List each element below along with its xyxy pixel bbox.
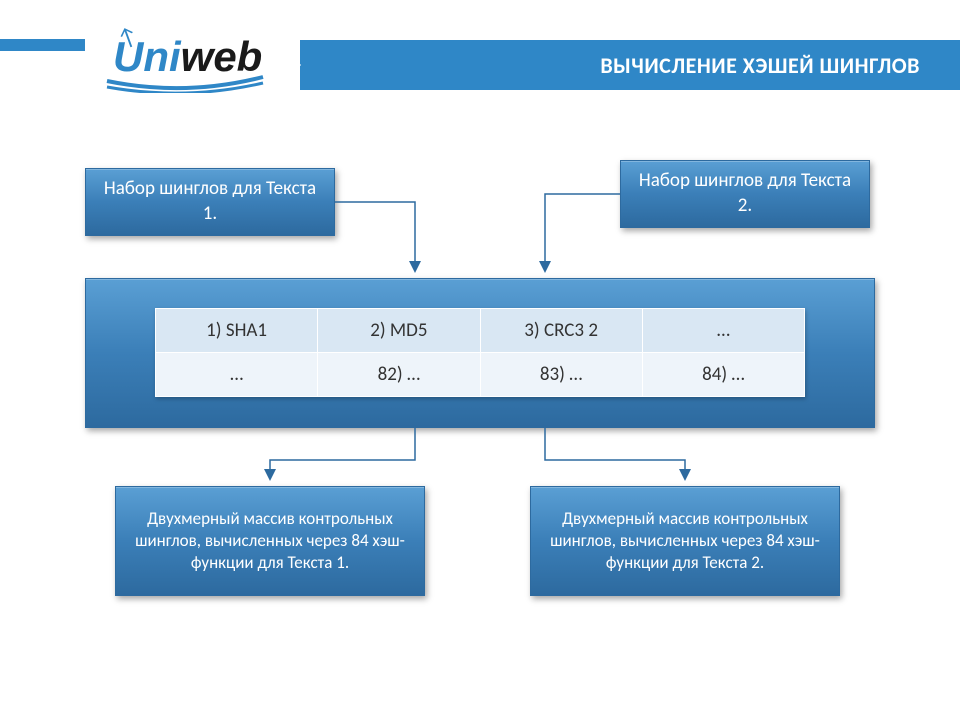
- hash-functions-table: 1) SHA1 2) MD5 3) CRC3 2 … … 82) … 83) ……: [155, 308, 805, 397]
- box-shingles-text2: Набор шинглов для Текста 2.: [620, 160, 870, 228]
- table-cell: 3) CRC3 2: [480, 309, 642, 353]
- box-output-text1-label: Двухмерный массив контрольных шинглов, в…: [130, 508, 410, 574]
- table-cell: 83) …: [480, 353, 642, 397]
- logo-web: web: [181, 33, 263, 80]
- page-title: ВЫЧИСЛЕНИЕ ХЭШЕЙ ШИНГЛОВ: [600, 52, 920, 79]
- logo: ↑ Uniweb: [95, 25, 275, 95]
- table-cell: …: [642, 309, 804, 353]
- table-row: 1) SHA1 2) MD5 3) CRC3 2 …: [156, 309, 805, 353]
- box-output-text1: Двухмерный массив контрольных шинглов, в…: [115, 486, 425, 596]
- table-cell: 2) MD5: [318, 309, 480, 353]
- box-shingles-text1: Набор шинглов для Текста 1.: [85, 168, 335, 236]
- box-shingles-text2-label: Набор шинглов для Текста 2.: [635, 169, 855, 218]
- logo-text: Uniweb: [113, 33, 262, 81]
- header-chevron: [276, 40, 301, 90]
- table-cell: 82) …: [318, 353, 480, 397]
- logo-swoosh-icon: [105, 75, 265, 93]
- box-shingles-text1-label: Набор шинглов для Текста 1.: [100, 177, 320, 226]
- arrow-top-right: [545, 194, 620, 270]
- box-output-text2-label: Двухмерный массив контрольных шинглов, в…: [545, 508, 825, 574]
- arrow-bot-right: [545, 428, 685, 478]
- table-cell: …: [156, 353, 318, 397]
- logo-uni: Uni: [113, 33, 181, 80]
- table-row: … 82) … 83) … 84) …: [156, 353, 805, 397]
- arrow-bot-left: [270, 428, 415, 478]
- table-cell: 84) …: [642, 353, 804, 397]
- table-cell: 1) SHA1: [156, 309, 318, 353]
- header-blue: ВЫЧИСЛЕНИЕ ХЭШЕЙ ШИНГЛОВ: [300, 40, 960, 90]
- box-output-text2: Двухмерный массив контрольных шинглов, в…: [530, 486, 840, 596]
- arrow-top-left: [335, 202, 415, 270]
